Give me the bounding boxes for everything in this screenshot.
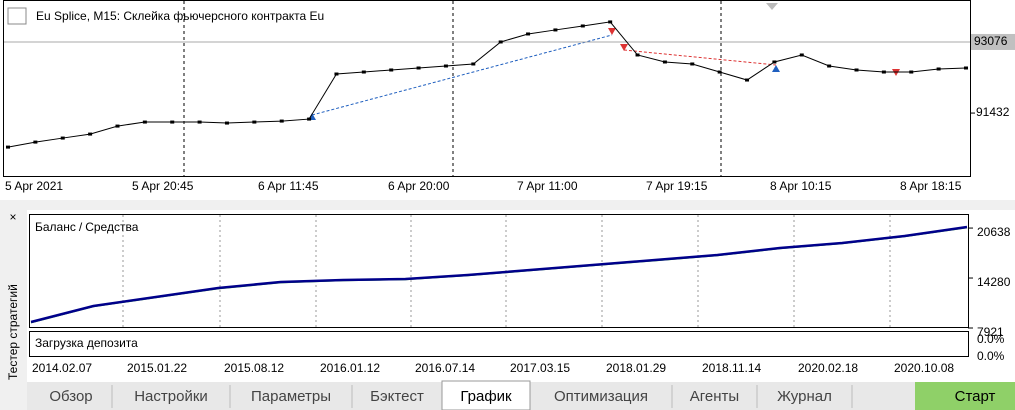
candle [389,68,394,72]
x-tick-label: 2017.03.15 [510,361,570,375]
candle [471,62,476,66]
current-price-label: 93076 [974,34,1008,48]
x-tick-label: 7 Apr 11:00 [517,179,578,193]
x-tick-label: 2018.01.29 [606,361,666,375]
candle [142,120,147,124]
y-tick-label: 20638 [977,225,1011,239]
x-tick-label: 2015.01.22 [127,361,187,375]
shift-marker [766,3,778,10]
x-tick-label: 8 Apr 10:15 [770,179,832,193]
x-tick-label: 8 Apr 18:15 [900,179,962,193]
deposit-label: 0.0% [977,332,1005,346]
x-tick-label: 6 Apr 11:45 [258,179,319,193]
y-tick-label: 7921 [977,325,1004,339]
candle [909,70,914,74]
candle [717,70,722,74]
x-tick-label: 2014.02.07 [32,361,92,375]
x-tick-label: 2016.01.12 [320,361,380,375]
candle [115,124,120,128]
candle [224,121,229,125]
close-button[interactable]: × [9,210,16,224]
trade-line [623,49,777,66]
candle [60,136,65,140]
tester-area [27,210,1015,382]
tab[interactable]: Бэктест [370,388,424,405]
y-tick-label: 91432 [976,105,1010,119]
price-line [7,21,967,148]
deposit-title: Загрузка депозита [35,336,138,350]
candle [690,62,695,66]
candle [307,117,312,121]
candle [334,72,339,76]
candle [6,145,10,149]
candle [772,60,777,64]
x-tick-label: 2018.11.14 [702,361,761,375]
candle [279,119,284,123]
candle [964,66,968,70]
buy-arrow [772,65,780,72]
deposit-label: 0.0% [977,349,1005,363]
x-tick-label: 6 Apr 20:00 [388,179,450,193]
candle [799,53,804,57]
y-tick-label: 14280 [977,275,1011,289]
x-tick-label: 2016.07.14 [415,361,475,375]
x-tick-label: 2020.10.08 [894,361,954,375]
candle [416,66,421,70]
tab[interactable]: Настройки [134,388,208,405]
window-icon [7,7,27,25]
tab[interactable]: Журнал [777,388,832,405]
candle [580,24,585,28]
sell-arrow [620,44,628,51]
balance-frame [29,214,969,328]
start-button-bg [915,382,1015,410]
trade-line [311,34,613,116]
candle [443,64,448,68]
series-line [30,225,968,324]
legend-separator: / [79,220,83,234]
candle [197,120,202,124]
start-button[interactable]: Старт [955,388,996,405]
x-tick-label: 5 Apr 20:45 [132,179,194,193]
panel-title: Тестер стратегий [6,284,20,380]
tab[interactable]: Обзор [49,388,92,405]
sell-arrow [608,28,616,35]
x-tick-label: 2020.02.18 [798,361,858,375]
candle [498,40,503,44]
price-window [0,0,1015,200]
candle [88,132,93,136]
candle [608,20,613,24]
candle [361,70,366,74]
candle [745,78,750,82]
candle [635,53,640,57]
current-price-bg [971,33,1015,50]
tab[interactable]: Параметры [251,388,331,405]
tab[interactable]: Агенты [690,388,739,405]
tab[interactable]: Оптимизация [554,388,648,405]
x-tick-label: 7 Apr 19:15 [646,179,708,193]
x-tick-label: 5 Apr 2021 [5,179,63,193]
candle [827,64,832,68]
candle [170,120,175,124]
candle [553,28,558,32]
window-title: Eu Splice, M15: Склейка фьючерсного конт… [36,9,324,23]
candle [662,60,667,64]
legend-entry: Баланс [35,220,76,234]
side-panel [0,200,27,382]
x-tick-label: 2015.08.12 [224,361,284,375]
candle [936,67,941,71]
price-plot-frame [3,0,971,177]
tab[interactable]: График [460,388,512,405]
candle [252,120,257,124]
candle [854,68,859,72]
candle [33,140,38,144]
candle [526,32,531,36]
legend-entry: Средства [85,220,138,234]
candle [881,70,886,74]
deposit-frame [29,331,969,357]
tab-active-bg [441,380,531,410]
